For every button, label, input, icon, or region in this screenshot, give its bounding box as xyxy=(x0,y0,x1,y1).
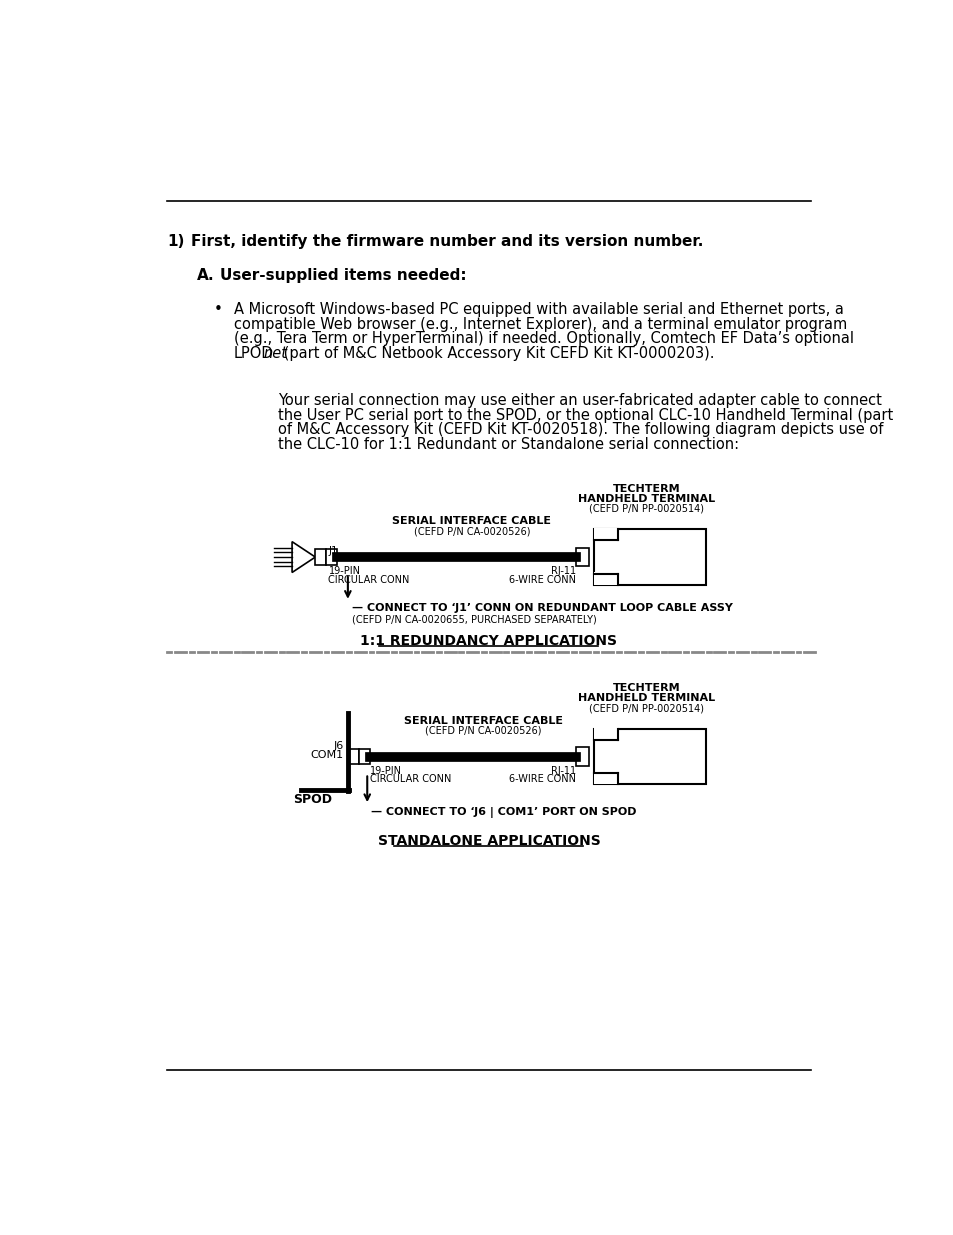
Bar xyxy=(358,748,369,764)
Text: 19-PIN: 19-PIN xyxy=(369,766,401,776)
Text: First, identify the firmware number and its version number.: First, identify the firmware number and … xyxy=(191,235,702,249)
Text: RJ-11: RJ-11 xyxy=(551,766,576,776)
Polygon shape xyxy=(292,542,315,573)
Text: (e.g., Tera Term or HyperTerminal) if needed. Optionally, Comtech EF Data’s opti: (e.g., Tera Term or HyperTerminal) if ne… xyxy=(233,331,853,347)
Text: of M&C Accessory Kit (CEFD Kit KT-0020518). The following diagram depicts use of: of M&C Accessory Kit (CEFD Kit KT-002051… xyxy=(278,422,882,437)
Bar xyxy=(593,573,618,585)
Text: (CEFD P/N PP-0020514): (CEFD P/N PP-0020514) xyxy=(588,504,703,514)
Bar xyxy=(593,772,618,784)
Text: A Microsoft Windows-based PC equipped with available serial and Ethernet ports, : A Microsoft Windows-based PC equipped wi… xyxy=(233,303,843,317)
Bar xyxy=(593,727,618,740)
Text: SERIAL INTERFACE CABLE: SERIAL INTERFACE CABLE xyxy=(403,716,562,726)
Text: User-supplied items needed:: User-supplied items needed: xyxy=(220,268,466,283)
Text: Your serial connection may use either an user-fabricated adapter cable to connec: Your serial connection may use either an… xyxy=(278,393,882,408)
Bar xyxy=(348,748,358,764)
Text: the CLC-10 for 1:1 Redundant or Standalone serial connection:: the CLC-10 for 1:1 Redundant or Standalo… xyxy=(278,437,739,452)
Text: SERIAL INTERFACE CABLE: SERIAL INTERFACE CABLE xyxy=(392,516,551,526)
Text: CIRCULAR CONN: CIRCULAR CONN xyxy=(369,774,451,784)
Bar xyxy=(315,550,326,564)
Text: SPOD: SPOD xyxy=(294,793,333,805)
Text: (CEFD P/N CA-0020655, PURCHASED SEPARATELY): (CEFD P/N CA-0020655, PURCHASED SEPARATE… xyxy=(352,614,596,624)
Text: net: net xyxy=(263,346,287,361)
Text: 6-WIRE CONN: 6-WIRE CONN xyxy=(509,574,576,585)
Text: — CONNECT TO ‘J6 | COM1’ PORT ON SPOD: — CONNECT TO ‘J6 | COM1’ PORT ON SPOD xyxy=(371,806,636,818)
Text: •: • xyxy=(213,303,222,317)
Bar xyxy=(576,548,588,567)
Text: A.: A. xyxy=(196,268,214,283)
Text: TECHTERM: TECHTERM xyxy=(612,484,679,494)
Text: (CEFD P/N CA-0020526): (CEFD P/N CA-0020526) xyxy=(414,526,530,536)
Text: HANDHELD TERMINAL: HANDHELD TERMINAL xyxy=(578,494,714,504)
Bar xyxy=(593,729,705,784)
Text: COM1: COM1 xyxy=(311,751,344,761)
Text: 1): 1) xyxy=(167,235,185,249)
Text: HANDHELD TERMINAL: HANDHELD TERMINAL xyxy=(578,693,714,704)
Text: J6: J6 xyxy=(334,741,344,751)
Bar xyxy=(326,550,336,564)
Text: RJ-11: RJ-11 xyxy=(551,567,576,577)
Bar xyxy=(593,527,618,540)
Text: compatible Web browser (e.g., Internet Explorer), and a terminal emulator progra: compatible Web browser (e.g., Internet E… xyxy=(233,317,846,332)
Text: 19-PIN: 19-PIN xyxy=(328,567,360,577)
Text: (part of M&C Netbook Accessory Kit CEFD Kit KT-0000203).: (part of M&C Netbook Accessory Kit CEFD … xyxy=(278,346,714,361)
Bar xyxy=(576,747,588,766)
Text: CIRCULAR CONN: CIRCULAR CONN xyxy=(328,574,410,585)
Text: 1:1 REDUNDANCY APPLICATIONS: 1:1 REDUNDANCY APPLICATIONS xyxy=(360,634,617,648)
Text: 6-WIRE CONN: 6-WIRE CONN xyxy=(509,774,576,784)
Text: STANDALONE APPLICATIONS: STANDALONE APPLICATIONS xyxy=(377,835,599,848)
Text: the User PC serial port to the SPOD, or the optional CLC-10 Handheld Terminal (p: the User PC serial port to the SPOD, or … xyxy=(278,408,892,422)
Bar xyxy=(593,530,705,585)
Text: TECHTERM: TECHTERM xyxy=(612,683,679,693)
Text: (CEFD P/N PP-0020514): (CEFD P/N PP-0020514) xyxy=(588,704,703,714)
Text: (CEFD P/N CA-0020526): (CEFD P/N CA-0020526) xyxy=(425,726,541,736)
Text: J1: J1 xyxy=(328,546,337,556)
Text: LPOD: LPOD xyxy=(233,346,274,361)
Text: — CONNECT TO ‘J1’ CONN ON REDUNDANT LOOP CABLE ASSY: — CONNECT TO ‘J1’ CONN ON REDUNDANT LOOP… xyxy=(352,603,732,614)
